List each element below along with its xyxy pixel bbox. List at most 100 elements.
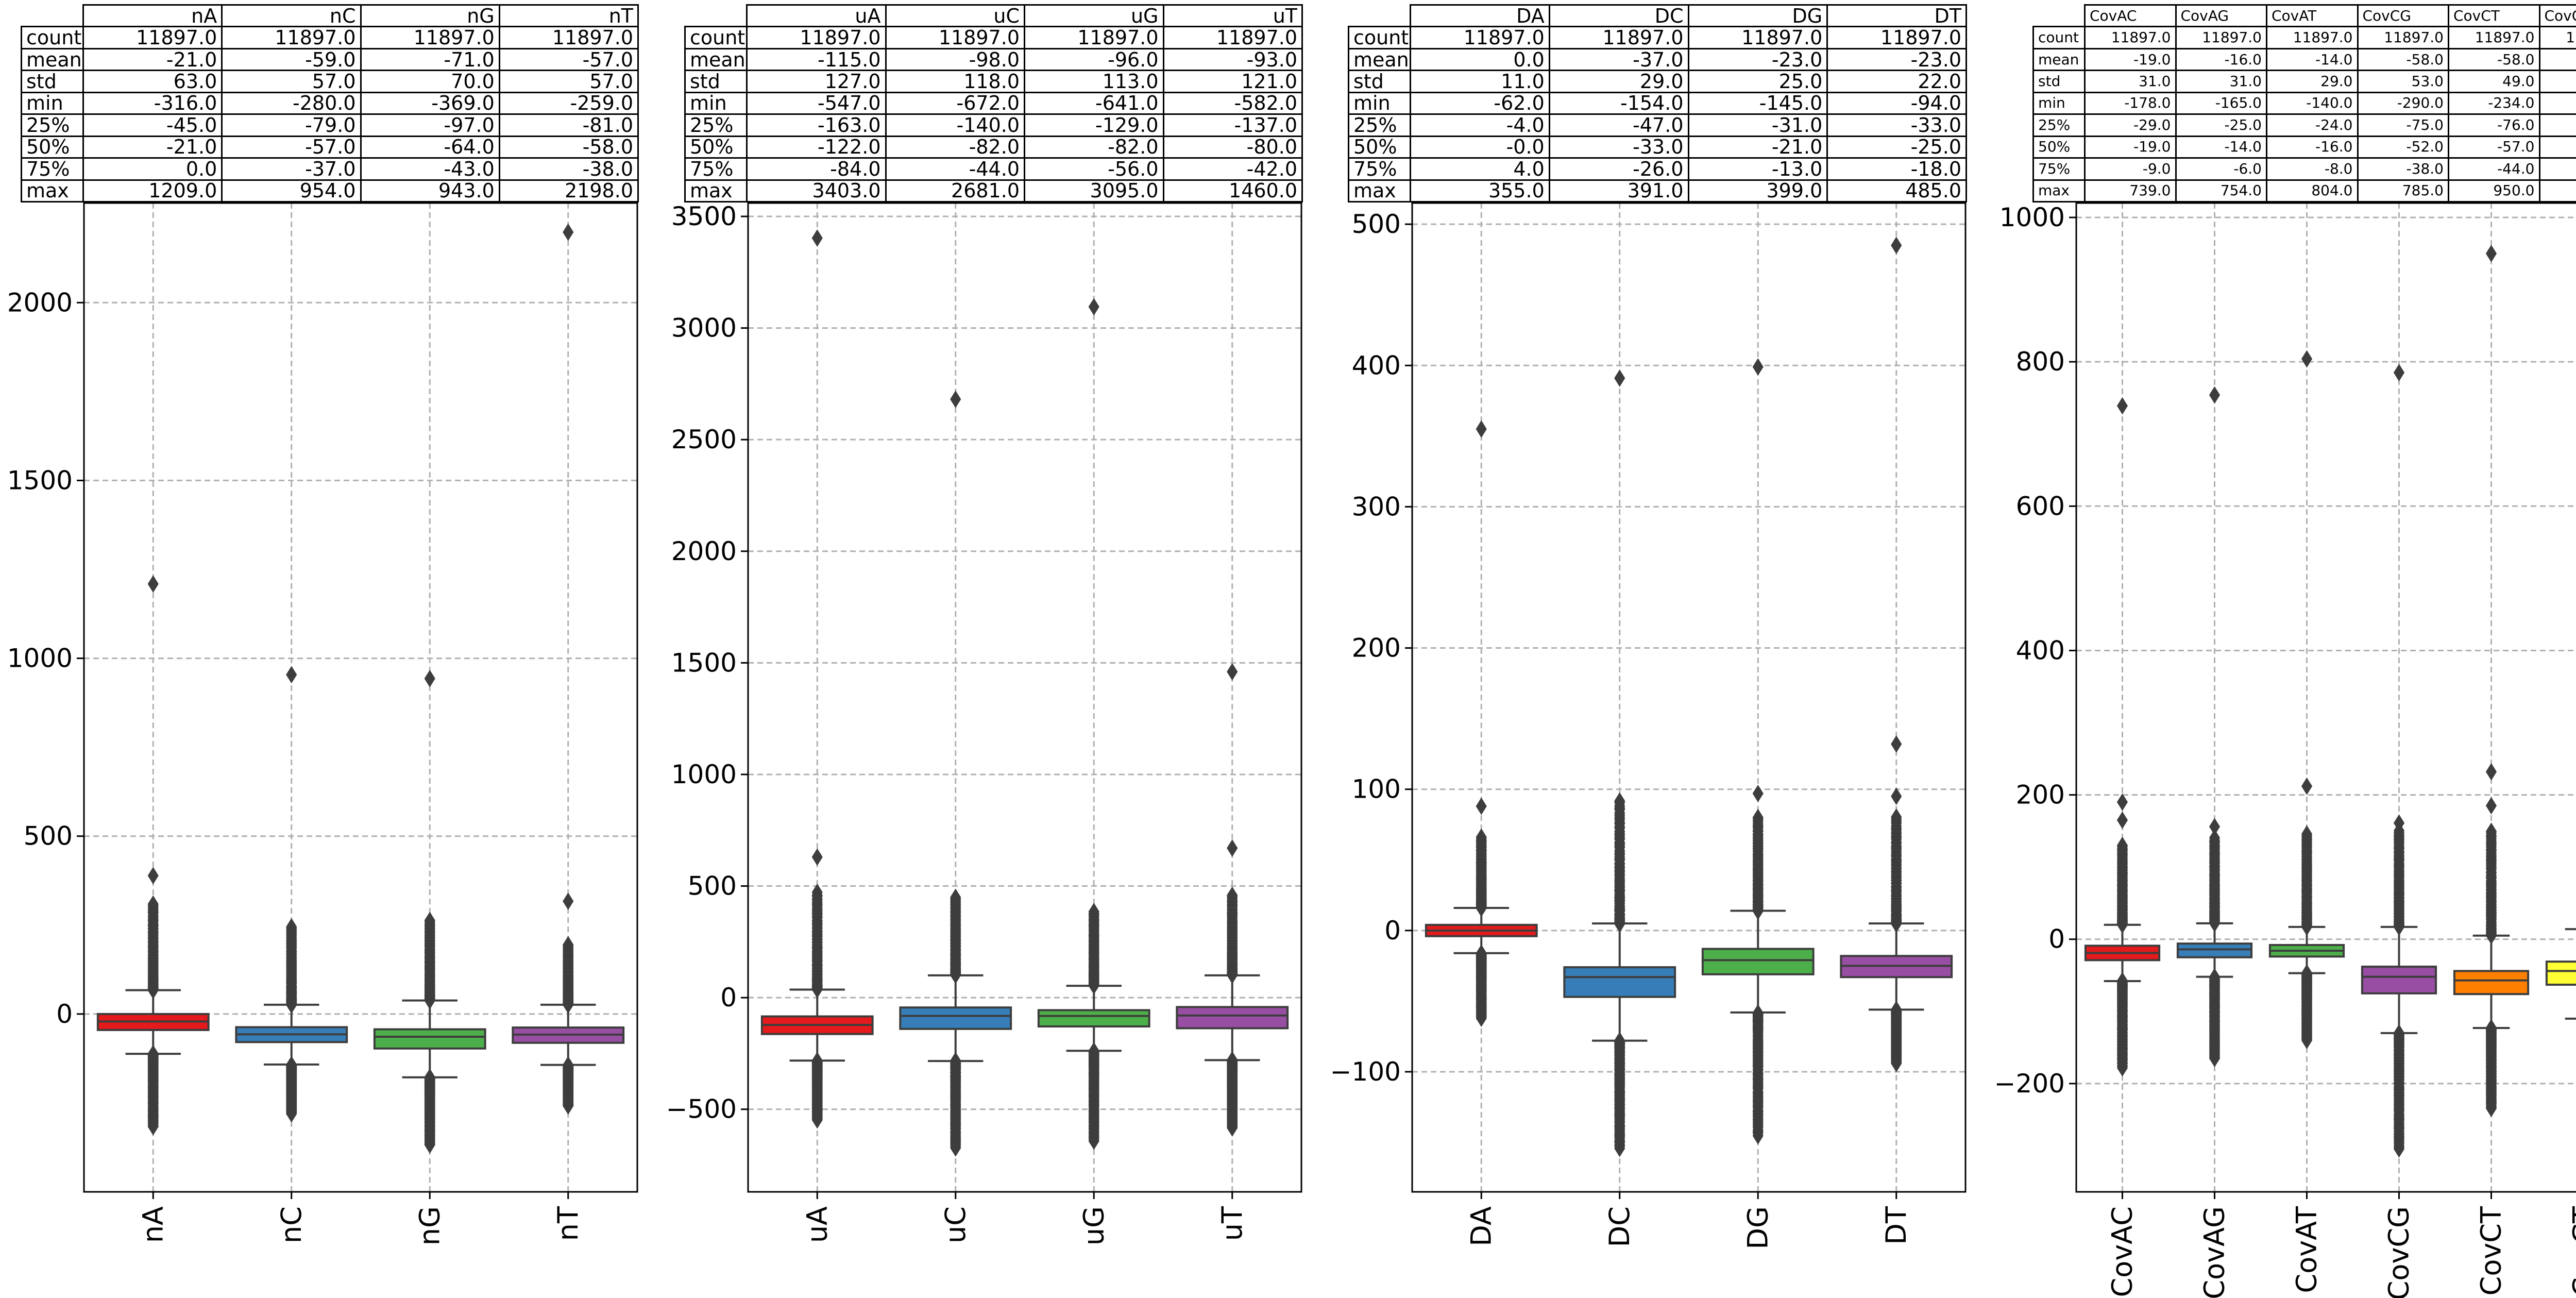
outlier-point: [563, 1090, 574, 1108]
outlier-point: [1227, 1085, 1238, 1103]
outlier-point: [1476, 989, 1487, 1007]
outlier-point: [2209, 894, 2221, 912]
y-tick-label: 400: [2016, 635, 2065, 665]
outlier-point: [2485, 896, 2497, 914]
outlier-point: [286, 1060, 297, 1078]
outlier-point: [1891, 1042, 1902, 1060]
outlier-point: [1891, 1016, 1902, 1034]
lower-outliers: [2393, 1024, 2405, 1158]
table-cell: -44.0: [2448, 157, 2540, 181]
box-iqr: [1425, 923, 1538, 937]
outlier-point: [1752, 834, 1764, 852]
outlier-point: [1227, 1091, 1238, 1109]
outlier-point: [2116, 997, 2128, 1015]
outlier-point: [1476, 842, 1487, 861]
outlier-point: [2393, 871, 2405, 889]
outlier-point: [1227, 900, 1238, 918]
outlier-point: [2393, 1082, 2405, 1100]
outlier-point: [950, 1139, 961, 1157]
outlier-point: [2301, 1023, 2313, 1041]
outlier-point: [1227, 945, 1238, 963]
outlier-point: [2209, 867, 2221, 885]
outlier-point: [1614, 905, 1625, 923]
outlier-point: [2209, 839, 2221, 857]
outlier-point: [1752, 1048, 1764, 1066]
outlier-point: [2209, 1010, 2221, 1029]
outlier-point: [2301, 1029, 2313, 1046]
outlier-point: [2485, 834, 2497, 852]
outlier-point: [2393, 1084, 2405, 1101]
outlier-point: [2485, 1080, 2497, 1098]
outlier-point: [1614, 854, 1625, 872]
table-column-header: uT: [1162, 4, 1303, 28]
table-column-header: nA: [82, 4, 223, 28]
outlier-point: [1088, 968, 1099, 986]
box-marks: [1425, 237, 1953, 1157]
outlier-point: [1614, 1039, 1625, 1057]
outlier-point: [2301, 1000, 2313, 1018]
box-DA: [1425, 420, 1538, 1027]
plot-frame: [83, 202, 638, 1193]
outlier-point: [950, 1092, 961, 1110]
outlier-point: [2393, 1140, 2405, 1158]
outlier-point: [147, 1064, 159, 1082]
outlier-point: [1476, 884, 1487, 902]
table-cell: -16.0: [2266, 135, 2359, 159]
outlier-point: [1752, 892, 1764, 909]
outlier-point: [2116, 1031, 2128, 1049]
outlier-point: [563, 962, 574, 980]
outlier-point: [811, 901, 823, 919]
outlier-point: [1752, 886, 1764, 904]
outlier-point: [424, 948, 435, 966]
outlier-point: [1891, 867, 1902, 885]
outlier-point: [950, 958, 961, 976]
outlier-point: [1088, 969, 1099, 987]
outlier-point: [2485, 876, 2497, 894]
outlier-point: [2301, 862, 2313, 880]
outlier-point: [811, 946, 823, 964]
table-cell: -71.0: [360, 47, 500, 72]
outlier-point: [2393, 852, 2405, 870]
table-row-label: 75%: [1348, 157, 1411, 181]
table-column-header: CovGT: [2538, 4, 2576, 28]
outlier-point: [2393, 835, 2405, 853]
outlier-point: [2485, 1081, 2497, 1099]
outlier-point: [1476, 899, 1487, 917]
table-cell: -13.0: [1687, 157, 1828, 181]
outlier-point: [2116, 1001, 2128, 1019]
outlier-point: [424, 970, 435, 988]
outlier-point: [2301, 977, 2313, 995]
outlier-point: [147, 1051, 159, 1069]
outlier-point: [2485, 1031, 2497, 1049]
outlier-point: [2209, 818, 2221, 836]
outlier-point: [424, 957, 435, 975]
outlier-point: [286, 972, 297, 990]
outlier-point: [2485, 1060, 2497, 1078]
outlier-point: [2209, 1003, 2221, 1021]
outlier-point: [1227, 1081, 1238, 1099]
upper-outliers: [1476, 828, 1487, 917]
outlier-point: [2209, 833, 2221, 851]
outlier-point: [811, 1111, 823, 1129]
table-column-header: uG: [1024, 4, 1164, 28]
outlier-point: [2116, 883, 2128, 901]
table-row-label: max: [2032, 179, 2086, 203]
outlier-point: [286, 1101, 297, 1119]
outlier-point: [2209, 1034, 2221, 1052]
outlier-point: [1614, 1133, 1625, 1151]
outlier-point: [1614, 1069, 1625, 1087]
outlier-point: [2485, 851, 2497, 869]
outlier-point: [2393, 1100, 2405, 1118]
outlier-point: [811, 1071, 823, 1089]
outlier-point: [2209, 913, 2221, 931]
outlier-point: [1614, 897, 1625, 915]
outlier-point: [1752, 1009, 1764, 1027]
outlier-point: [1891, 1002, 1902, 1020]
outlier-point: [950, 1053, 961, 1071]
outlier-point: [2393, 1041, 2405, 1058]
outlier-point: [286, 1076, 297, 1094]
outlier-point: [811, 1054, 823, 1072]
outlier-point: [286, 1086, 297, 1104]
table-column-header: DC: [1548, 4, 1689, 28]
outlier-point: [286, 1065, 297, 1083]
